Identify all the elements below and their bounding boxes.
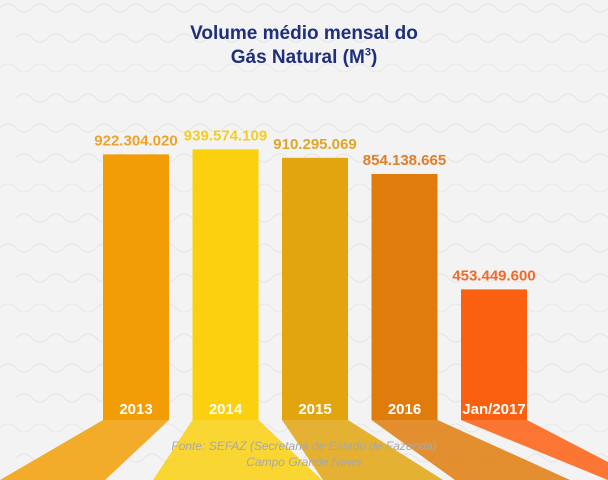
source-line-2: Campo Grande News xyxy=(246,455,362,469)
title-line-2: Gás Natural (M3) xyxy=(0,46,608,70)
category-label: 2015 xyxy=(298,401,331,418)
bar-2013 xyxy=(103,154,169,420)
chart-title: Volume médio mensal do Gás Natural (M3) xyxy=(0,22,608,70)
bar-floor-3 xyxy=(371,420,570,480)
category-label: 2016 xyxy=(388,401,421,418)
value-label: 939.574.109 xyxy=(184,127,267,144)
bar-Jan/2017 xyxy=(461,289,527,420)
source-note: Fonte: SEFAZ (Secretaria de Estado de Fa… xyxy=(0,438,608,470)
bar-floor-4 xyxy=(461,420,608,480)
title-line-2-text: Gás Natural (M xyxy=(230,47,365,68)
source-line-1: Fonte: SEFAZ (Secretaria de Estado de Fa… xyxy=(171,439,437,453)
bar-floor-0 xyxy=(0,420,169,480)
title-superscript: 3 xyxy=(364,46,371,59)
category-label: Jan/2017 xyxy=(462,401,525,418)
value-label: 854.138.665 xyxy=(363,152,446,169)
category-label: 2014 xyxy=(209,401,243,418)
title-line-2-close: ) xyxy=(370,47,378,68)
bar-floor-2 xyxy=(282,420,443,480)
bar-2014 xyxy=(192,149,259,421)
bar-floor-1 xyxy=(153,420,322,480)
value-label: 922.304.020 xyxy=(94,132,177,149)
title-line-1: Volume médio mensal do xyxy=(190,23,418,44)
bar-2016 xyxy=(371,174,438,420)
category-label: 2013 xyxy=(119,401,152,418)
value-label: 453.449.600 xyxy=(452,267,535,284)
bar-2015 xyxy=(282,157,348,420)
value-label: 910.295.069 xyxy=(273,136,356,153)
